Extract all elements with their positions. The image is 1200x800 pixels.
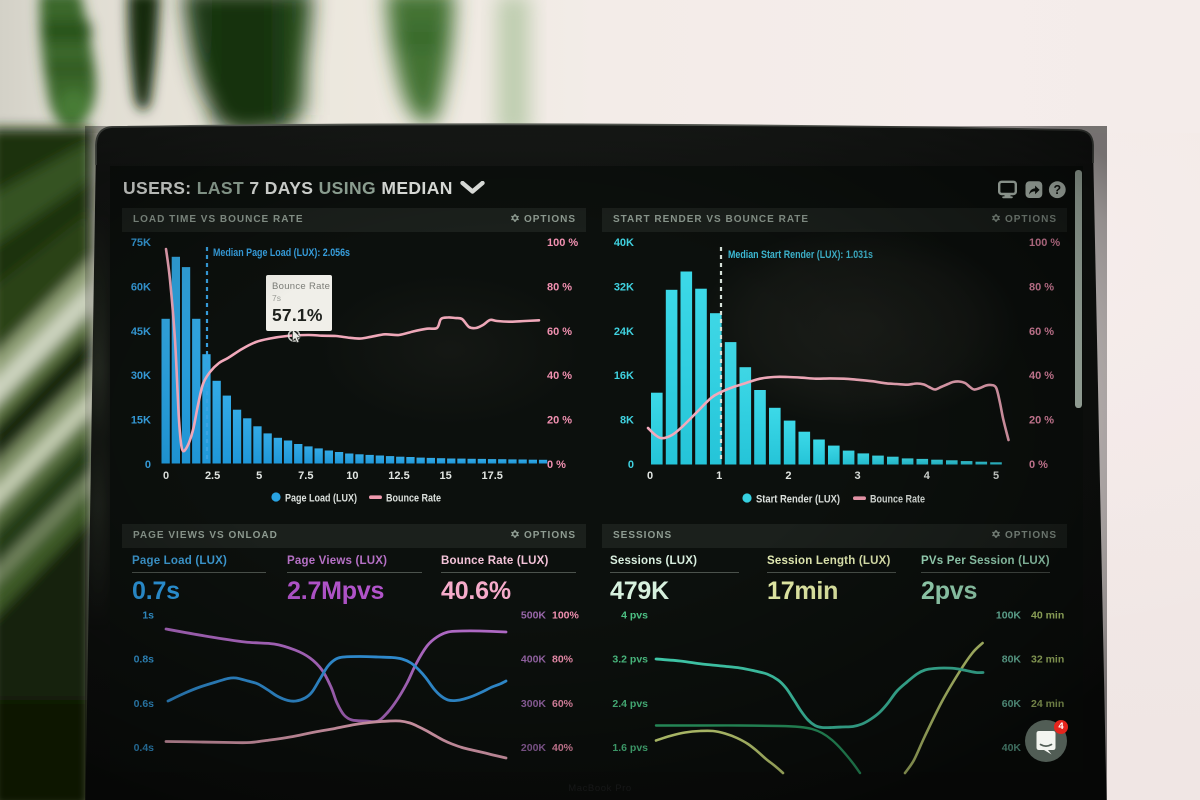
svg-text:Page Load (LUX): Page Load (LUX)	[285, 493, 357, 505]
svg-text:100 %: 100 %	[547, 237, 578, 249]
svg-text:2: 2	[785, 470, 791, 482]
svg-text:80K: 80K	[1002, 653, 1022, 665]
svg-text:15K: 15K	[131, 415, 151, 427]
svg-text:1s: 1s	[142, 609, 154, 621]
svg-text:0.8s: 0.8s	[134, 653, 155, 665]
svg-text:75K: 75K	[131, 237, 151, 249]
svg-text:Median Page Load (LUX): 2.056s: Median Page Load (LUX): 2.056s	[213, 247, 350, 259]
svg-text:1.6 pvs: 1.6 pvs	[612, 742, 648, 754]
svg-text:40K: 40K	[1002, 742, 1022, 754]
svg-text:0: 0	[163, 470, 169, 482]
svg-text:2.5: 2.5	[205, 470, 220, 482]
svg-text:Start Render (LUX): Start Render (LUX)	[756, 494, 840, 506]
svg-text:100K: 100K	[996, 609, 1022, 621]
svg-text:40 %: 40 %	[547, 370, 572, 382]
svg-text:1: 1	[716, 470, 722, 482]
svg-text:30K: 30K	[131, 370, 151, 382]
svg-text:Bounce Rate: Bounce Rate	[870, 494, 925, 506]
svg-text:40%: 40%	[552, 742, 574, 754]
svg-text:200K: 200K	[521, 742, 547, 754]
svg-text:20 %: 20 %	[547, 415, 572, 427]
svg-text:20 %: 20 %	[1029, 415, 1054, 427]
svg-text:60K: 60K	[131, 281, 151, 293]
svg-text:0: 0	[647, 470, 653, 482]
svg-text:12.5: 12.5	[388, 470, 409, 482]
svg-text:40K: 40K	[614, 237, 634, 249]
svg-text:500K: 500K	[521, 609, 547, 621]
svg-text:Bounce Rate: Bounce Rate	[386, 493, 441, 505]
svg-text:24K: 24K	[614, 326, 634, 338]
svg-text:3: 3	[855, 470, 861, 482]
svg-text:80%: 80%	[552, 653, 574, 665]
svg-text:3.2 pvs: 3.2 pvs	[612, 653, 648, 665]
svg-text:45K: 45K	[131, 326, 151, 338]
svg-text:60%: 60%	[552, 698, 574, 710]
svg-text:5: 5	[993, 470, 999, 482]
svg-text:10: 10	[346, 470, 358, 482]
svg-text:0: 0	[145, 459, 151, 471]
svg-text:300K: 300K	[521, 698, 547, 710]
svg-text:60 %: 60 %	[547, 326, 572, 338]
svg-text:60K: 60K	[1002, 698, 1022, 710]
svg-text:2.4 pvs: 2.4 pvs	[612, 698, 648, 710]
svg-text:Median Start Render (LUX): 1.0: Median Start Render (LUX): 1.031s	[728, 249, 873, 261]
svg-text:15: 15	[439, 470, 451, 482]
svg-text:0: 0	[628, 459, 634, 471]
svg-text:100 %: 100 %	[1029, 237, 1060, 249]
svg-text:40 min: 40 min	[1031, 609, 1064, 621]
svg-text:32K: 32K	[614, 281, 634, 293]
svg-text:32 min: 32 min	[1031, 653, 1064, 665]
svg-text:4 pvs: 4 pvs	[621, 609, 648, 621]
svg-text:0.6s: 0.6s	[134, 698, 155, 710]
svg-text:400K: 400K	[521, 653, 547, 665]
svg-text:16K: 16K	[614, 370, 634, 382]
svg-text:0 %: 0 %	[1029, 459, 1048, 471]
svg-text:5: 5	[256, 470, 262, 482]
svg-text:17.5: 17.5	[481, 470, 502, 482]
svg-text:80 %: 80 %	[1029, 281, 1054, 293]
svg-text:8K: 8K	[620, 415, 634, 427]
svg-text:4: 4	[924, 470, 931, 482]
svg-text:80 %: 80 %	[547, 281, 572, 293]
svg-text:24 min: 24 min	[1031, 698, 1064, 710]
svg-text:100%: 100%	[552, 609, 580, 621]
svg-text:60 %: 60 %	[1029, 326, 1054, 338]
svg-text:0 %: 0 %	[547, 459, 566, 471]
svg-text:40 %: 40 %	[1029, 370, 1054, 382]
svg-text:0.4s: 0.4s	[134, 742, 155, 754]
svg-text:7.5: 7.5	[298, 470, 313, 482]
